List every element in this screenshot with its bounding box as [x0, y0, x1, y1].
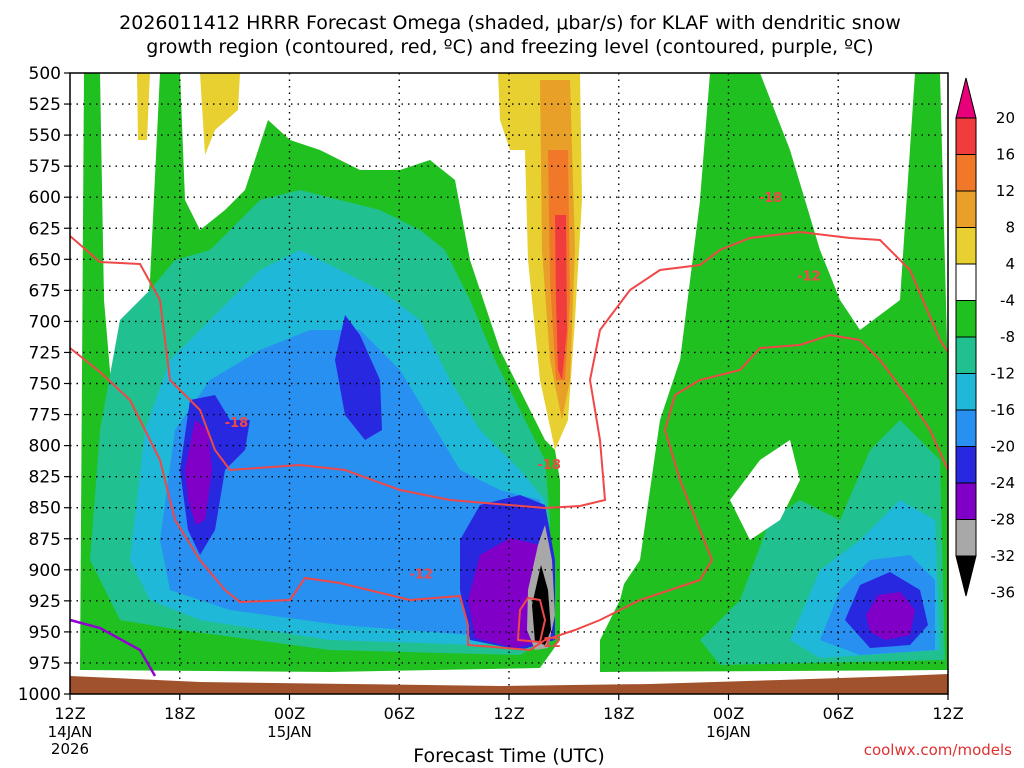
- shaded-field: [80, 73, 948, 672]
- x-tick-label: 18Z: [164, 704, 195, 723]
- x-tick-label: 12Z: [493, 704, 524, 723]
- colorbar-segment: [955, 336, 977, 374]
- contour-minus18: [69, 230, 949, 510]
- x-tick-label: 00Z: [274, 704, 305, 723]
- colorbar-bottom-arrow: [955, 555, 977, 597]
- x-tick-label: 12Z: [932, 704, 963, 723]
- y-tick-label: 825: [29, 468, 61, 488]
- colorbar-segment: [955, 482, 977, 520]
- y-axis: 500 525 550 575 600 625 650 675 700 725 750 775 800 8…: [18, 64, 70, 705]
- watermark: coolwx.com/models: [864, 741, 1012, 759]
- contour-label: -18: [225, 416, 249, 431]
- y-tick-label: 800: [29, 437, 61, 457]
- y-tick-label: 525: [29, 95, 61, 115]
- contour-label: -18: [759, 191, 783, 206]
- colorbar-segment: [955, 263, 977, 301]
- shade-darkblue-b: [335, 315, 382, 440]
- y-tick-label: 650: [29, 250, 61, 270]
- shade-yellow-c: [137, 73, 150, 140]
- y-tick-label: 550: [29, 126, 61, 146]
- contour-minus12-loop: [516, 596, 547, 644]
- shade-red: [555, 215, 567, 380]
- colorbar-segment: [955, 409, 977, 447]
- colorbar-segment: [955, 373, 977, 411]
- colorbar-segment: [955, 154, 977, 192]
- y-tick-label: 975: [29, 654, 61, 674]
- chart-title-line2: growth region (contoured, red, ºC) and f…: [146, 36, 873, 58]
- y-tick-label: 950: [29, 623, 61, 643]
- freezing-level-contour: [69, 618, 157, 677]
- contour-label: -12: [537, 636, 561, 651]
- colorbar-label: 4: [1005, 255, 1015, 273]
- y-tick-label: 775: [29, 406, 61, 426]
- shade-white-gap-b: [730, 440, 800, 540]
- colorbar: 20 16 12 8 4 -4 -8 -12 -16 -20 -24 -28 -32 -36: [955, 77, 1016, 602]
- x-tick-label: 12Z: [54, 704, 85, 723]
- x-tick-label: 06Z: [384, 704, 415, 723]
- colorbar-label: 12: [996, 182, 1015, 200]
- colorbar-label: -12: [991, 365, 1016, 383]
- colorbar-label: 8: [1005, 219, 1015, 237]
- colorbar-top-arrow: [955, 77, 977, 119]
- colorbar-label: -32: [991, 547, 1016, 565]
- shade-yellow-a: [200, 73, 240, 155]
- y-tick-label: 850: [29, 499, 61, 519]
- y-tick-label: 1000: [18, 685, 61, 705]
- x-axis-label: Forecast Time (UTC): [413, 745, 604, 767]
- colorbar-segment: [955, 227, 977, 265]
- chart-title-line1: 2026011412 HRRR Forecast Omega (shaded, …: [119, 12, 901, 34]
- shade-lightblue: [160, 330, 545, 635]
- colorbar-label: -28: [991, 511, 1016, 529]
- contour-minus12: [69, 333, 949, 652]
- y-tick-label: 875: [29, 530, 61, 550]
- colorbar-segment: [955, 190, 977, 228]
- colorbar-label: 20: [996, 109, 1015, 127]
- y-tick-label: 600: [29, 188, 61, 208]
- colorbar-segment: [955, 519, 977, 557]
- colorbar-label: -8: [1000, 328, 1015, 346]
- x-tick-label: 06Z: [823, 704, 854, 723]
- y-tick-label: 700: [29, 312, 61, 332]
- y-tick-label: 625: [29, 219, 61, 239]
- x-tick-label: 00Z: [713, 704, 744, 723]
- shade-white-gap-c: [840, 73, 900, 300]
- contour-labels: -18 -18 -18 -12 -12 -12: [225, 191, 821, 651]
- colorbar-label: 16: [996, 146, 1015, 164]
- y-tick-label: 500: [29, 64, 61, 84]
- shade-purple-a: [185, 420, 212, 525]
- x-tick-date: 15JAN: [267, 723, 312, 741]
- shade-white-gap-a: [565, 73, 705, 665]
- colorbar-segment: [955, 446, 977, 484]
- colorbar-label: -36: [991, 584, 1016, 602]
- y-tick-label: 725: [29, 343, 61, 363]
- x-tick-year: 2026: [51, 740, 89, 758]
- shade-purple-c: [866, 592, 915, 640]
- colorbar-segment: [955, 300, 977, 338]
- y-tick-label: 750: [29, 375, 61, 395]
- colorbar-label: -16: [991, 401, 1016, 419]
- x-tick-date: 16JAN: [706, 723, 751, 741]
- colorbar-label: -24: [991, 474, 1016, 492]
- colorbar-segment: [955, 117, 977, 155]
- contour-label: -18: [537, 458, 561, 473]
- x-tick-label: 18Z: [603, 704, 634, 723]
- y-tick-label: 900: [29, 561, 61, 581]
- colorbar-label: -4: [1000, 292, 1015, 310]
- y-tick-label: 675: [29, 281, 61, 301]
- x-tick-date: 14JAN: [48, 723, 93, 741]
- y-tick-label: 575: [29, 157, 61, 177]
- dgz-contours: [69, 230, 949, 652]
- colorbar-label: -20: [991, 438, 1016, 456]
- contour-label: -12: [409, 568, 433, 583]
- terrain-band: [70, 674, 948, 694]
- contour-label: -12: [797, 269, 821, 284]
- y-tick-label: 925: [29, 592, 61, 612]
